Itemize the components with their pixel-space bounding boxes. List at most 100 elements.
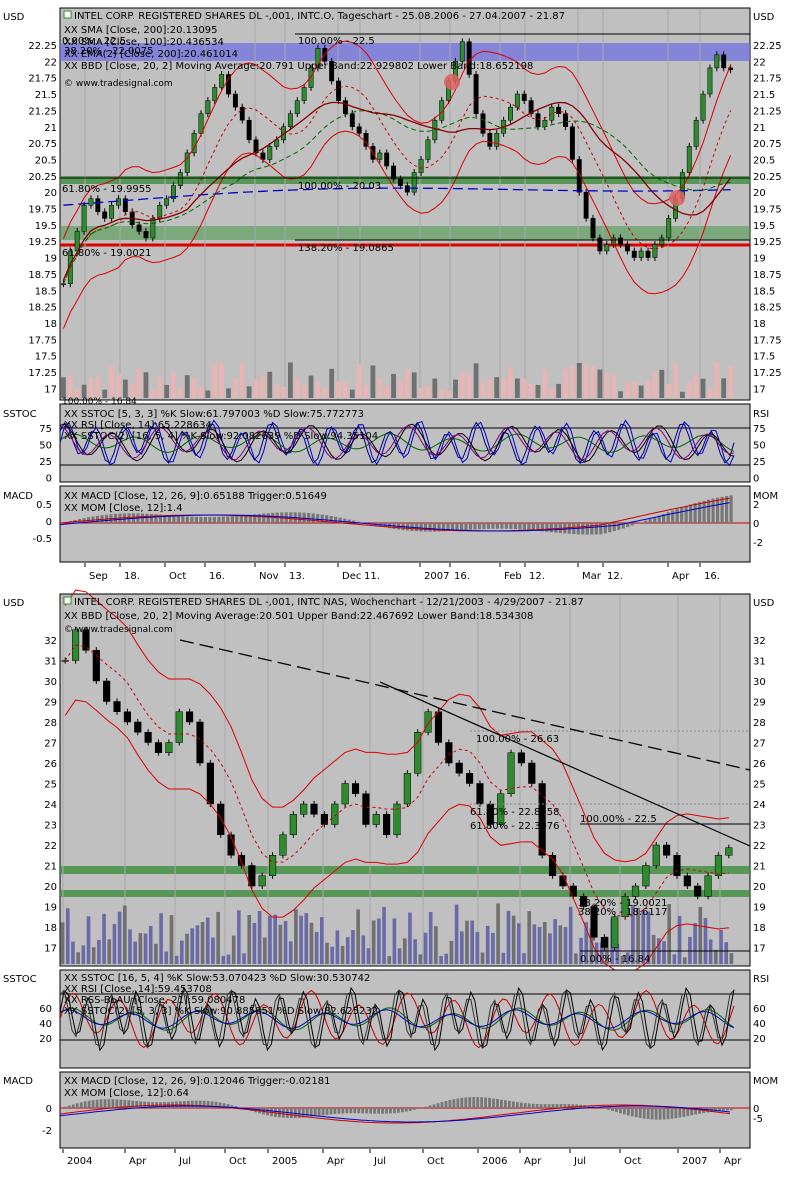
volume-bar (198, 386, 204, 398)
mom-bar (230, 1105, 234, 1108)
candle-up (279, 834, 287, 856)
mom-bar (450, 523, 455, 531)
mom-bar (648, 519, 652, 523)
volume-bar (294, 909, 298, 964)
volume-bar (693, 374, 699, 398)
candle-down (721, 54, 727, 69)
mom-bar (622, 1108, 626, 1115)
candle-down (538, 783, 546, 856)
volume-bar (411, 372, 417, 398)
volume-bar (599, 942, 604, 964)
volume-bar (508, 366, 513, 398)
top-fib-labels: 100.00% - 22.5 38.20% - 22.0075 100.00% - … (62, 36, 394, 407)
volume-bar (494, 377, 500, 398)
y-tick-right: 20 (753, 188, 766, 199)
candle-down (473, 74, 479, 114)
x-tick-label: Nov (259, 571, 279, 582)
y-tick-left: 23 (44, 821, 57, 832)
volume-bar (191, 377, 197, 398)
candle-up (393, 803, 401, 835)
volume-bar (408, 912, 412, 964)
volume-bar (356, 364, 362, 398)
candle-up (274, 139, 280, 147)
candle-down (82, 629, 90, 651)
volume-bar (274, 383, 280, 398)
mom-bar (444, 1101, 448, 1108)
candle-down (186, 711, 194, 723)
candle-down (548, 855, 557, 876)
fib-label: 61.80% - 19.0021 (62, 248, 151, 259)
y-tick-right: 17.5 (753, 352, 775, 363)
y-tick-right: 21.75 (753, 74, 782, 85)
candle-down (631, 250, 637, 258)
volume-bar (542, 369, 548, 398)
top-price-pane (59, 7, 751, 401)
candle-down (517, 752, 525, 764)
y-tick-left: 22 (44, 841, 57, 852)
mom-bar (194, 1100, 198, 1108)
volume-bar (335, 930, 340, 964)
volume-bar (171, 371, 176, 398)
mom-bar (523, 1103, 527, 1108)
candle-down (329, 61, 335, 82)
candle-down (535, 113, 541, 127)
candle-down (95, 198, 101, 213)
mom-bar (127, 1100, 131, 1108)
stoch2-d (59, 425, 735, 461)
bottom-macd-bars (59, 1097, 750, 1124)
volume-bar (185, 933, 189, 964)
y-tick-left: 18.5 (35, 286, 57, 297)
volume-bar (714, 949, 718, 964)
mom-bar (716, 497, 720, 523)
mom-bar (226, 1104, 230, 1108)
mom-bar (513, 523, 517, 530)
mom-bar (459, 523, 464, 531)
volume-bar (439, 956, 443, 964)
volume-bar (563, 927, 568, 964)
mom-bar (199, 516, 203, 523)
mom-bar (486, 523, 491, 529)
volume-bar (200, 922, 205, 964)
volume-bar (377, 377, 383, 398)
mom-bar (333, 1108, 337, 1114)
candle-down (404, 185, 410, 193)
mom-bar (334, 516, 338, 523)
candle-up (604, 244, 610, 252)
volume-bar (597, 369, 603, 398)
volume-bar (625, 952, 630, 964)
bottom-title: INTEL CORP. REGISTERED SHARES DL -,001, … (74, 597, 584, 608)
volume-bar (615, 944, 620, 964)
mom-bar (581, 523, 585, 535)
mom-bar (456, 1098, 460, 1108)
mom-bar (218, 1102, 222, 1108)
candle-down (663, 844, 671, 856)
top-candles (60, 38, 734, 288)
candle-down (113, 701, 121, 712)
y-tick-left: 40 (39, 1019, 52, 1030)
y-tick-left: 75 (39, 424, 52, 435)
y-tick-left: 24 (44, 800, 57, 811)
candle-up (184, 152, 190, 173)
x-tick-label: 12. (529, 571, 545, 582)
x-tick-label: 2005 (272, 1156, 297, 1167)
mom-bar (317, 1108, 321, 1116)
mom-bar (549, 523, 553, 533)
volume-bar (511, 915, 516, 964)
volume-bar (329, 368, 335, 398)
y-tick-left: 30 (44, 677, 57, 688)
volume-bar (157, 377, 163, 398)
candle-up (377, 152, 383, 160)
mom-bar (477, 523, 482, 530)
bottom-unit-left: USD (3, 598, 25, 609)
volume-bar (107, 939, 112, 964)
mom-bar (365, 1108, 369, 1114)
candle-down (246, 119, 252, 141)
volume-bar (496, 903, 500, 964)
candle-down (569, 126, 575, 160)
y-tick-right: 60 (753, 1004, 766, 1015)
volume-bar (212, 363, 218, 398)
volume-bar (133, 941, 137, 964)
fib-label: 61.80% - 22.8558 (470, 807, 559, 818)
mom-bar (222, 1103, 226, 1108)
